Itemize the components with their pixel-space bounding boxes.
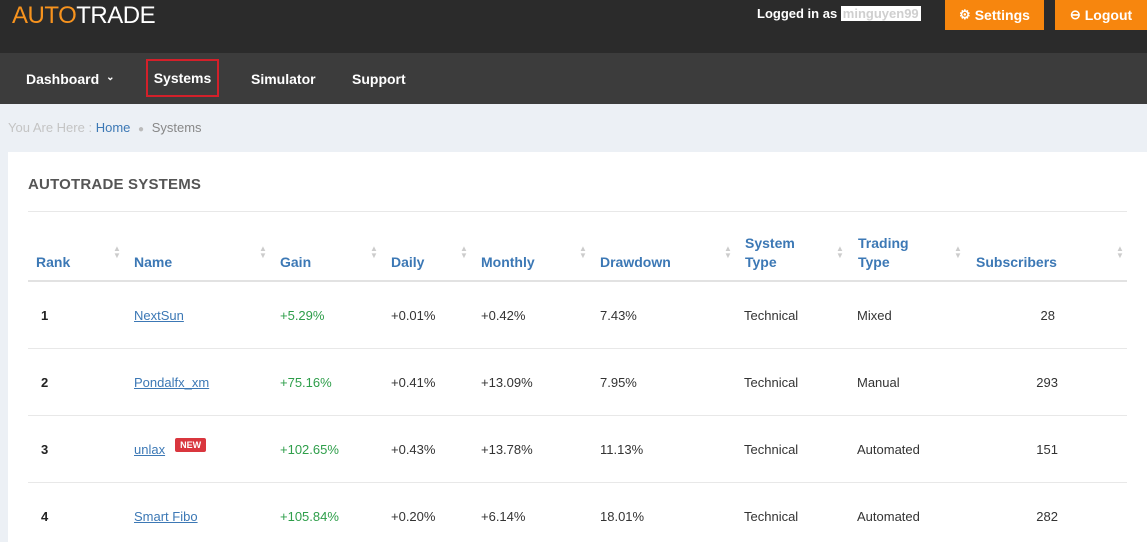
cell-gain: +105.84% bbox=[280, 508, 339, 524]
cell-name: Smart Fibo bbox=[134, 483, 198, 542]
cell-monthly: +6.14% bbox=[481, 508, 526, 524]
header-trading-type-line1: Trading bbox=[858, 235, 909, 251]
cell-drawdown: 7.43% bbox=[600, 307, 637, 323]
nav-simulator[interactable]: Simulator bbox=[251, 53, 316, 104]
cell-subscribers: 151 bbox=[1036, 441, 1058, 457]
breadcrumb-home-link[interactable]: Home bbox=[95, 120, 131, 135]
cell-daily: +0.01% bbox=[391, 307, 436, 323]
table-row: 4 Smart Fibo +105.84% +0.20% +6.14% 18.0… bbox=[28, 483, 1127, 542]
cell-subscribers: 28 bbox=[1040, 307, 1055, 323]
cell-rank: 3 bbox=[41, 441, 49, 457]
nav-simulator-label: Simulator bbox=[251, 70, 316, 87]
cell-gain: +75.16% bbox=[280, 374, 332, 390]
sort-icon[interactable]: ▲ ▼ bbox=[113, 244, 121, 260]
nav-support-label: Support bbox=[352, 70, 406, 87]
panel-title: AUTOTRADE SYSTEMS bbox=[28, 176, 202, 193]
header-drawdown[interactable]: Drawdown bbox=[600, 254, 671, 270]
logged-in-status: Logged in as minguyen99 bbox=[757, 6, 921, 21]
header-trading-type[interactable]: Trading Type bbox=[858, 234, 909, 272]
logged-in-prefix: Logged in as bbox=[757, 6, 841, 21]
header-system-type[interactable]: System Type bbox=[745, 234, 795, 272]
gear-icon: ⚙ bbox=[959, 7, 971, 22]
breadcrumb-current: Systems bbox=[151, 120, 202, 135]
cell-subscribers: 282 bbox=[1036, 508, 1058, 524]
header-daily[interactable]: Daily bbox=[391, 254, 425, 270]
breadcrumb-prefix: You Are Here : bbox=[8, 120, 93, 135]
cell-trading-type: Automated bbox=[857, 508, 920, 524]
cell-gain: +5.29% bbox=[280, 307, 325, 323]
username: minguyen99 bbox=[840, 6, 921, 21]
header-subscribers[interactable]: Subscribers bbox=[976, 254, 1057, 270]
cell-system-type: Technical bbox=[744, 508, 799, 524]
cell-trading-type: Automated bbox=[857, 441, 920, 457]
table-header-divider bbox=[28, 280, 1127, 282]
header-trading-type-line2: Type bbox=[858, 254, 890, 270]
logout-label: Logout bbox=[1084, 7, 1133, 23]
header-rank[interactable]: Rank bbox=[36, 254, 71, 270]
new-badge: NEW bbox=[175, 438, 207, 452]
sort-icon[interactable]: ▲ ▼ bbox=[460, 244, 468, 260]
header-monthly[interactable]: Monthly bbox=[481, 254, 535, 270]
system-link[interactable]: unlax bbox=[134, 441, 166, 457]
logo-auto: AUTO bbox=[12, 2, 77, 29]
cell-daily: +0.20% bbox=[391, 508, 436, 524]
cell-drawdown: 7.95% bbox=[600, 374, 637, 390]
sort-icon[interactable]: ▲ ▼ bbox=[1116, 244, 1124, 260]
cell-name: NextSun bbox=[134, 282, 184, 348]
system-link[interactable]: Smart Fibo bbox=[134, 508, 198, 524]
header-name[interactable]: Name bbox=[134, 254, 173, 270]
header-system-type-line2: Type bbox=[745, 254, 777, 270]
sort-icon[interactable]: ▲ ▼ bbox=[370, 244, 378, 260]
header-system-type-line1: System bbox=[745, 235, 795, 251]
cell-daily: +0.43% bbox=[391, 441, 436, 457]
cell-rank: 1 bbox=[41, 307, 49, 323]
panel-divider bbox=[28, 211, 1127, 212]
logout-button[interactable]: ⊖ Logout bbox=[1055, 0, 1147, 30]
nav-systems[interactable]: Systems bbox=[146, 59, 219, 97]
cell-gain: +102.65% bbox=[280, 441, 339, 457]
logo-trade: TRADE bbox=[76, 2, 156, 29]
settings-label: Settings bbox=[974, 7, 1030, 23]
main-nav: Dashboard ⌄ Systems Simulator Support bbox=[0, 53, 1147, 104]
sort-icon[interactable]: ▲ ▼ bbox=[724, 244, 732, 260]
sort-icon[interactable]: ▲ ▼ bbox=[954, 244, 962, 260]
cell-monthly: +13.09% bbox=[481, 374, 533, 390]
cell-subscribers: 293 bbox=[1036, 374, 1058, 390]
cell-rank: 4 bbox=[41, 508, 49, 524]
table-row: 3 unlax NEW +102.65% +0.43% +13.78% 11.1… bbox=[28, 416, 1127, 483]
cell-trading-type: Manual bbox=[857, 374, 900, 390]
settings-button[interactable]: ⚙ Settings bbox=[945, 0, 1044, 30]
cell-system-type: Technical bbox=[744, 441, 799, 457]
chevron-down-icon: ⌄ bbox=[106, 72, 115, 83]
logout-icon: ⊖ bbox=[1069, 7, 1081, 22]
systems-panel: AUTOTRADE SYSTEMS Rank ▲ ▼ Name ▲ ▼ Gain ▲… bbox=[8, 152, 1147, 542]
cell-system-type: Technical bbox=[744, 307, 799, 323]
sort-icon[interactable]: ▲ ▼ bbox=[259, 244, 267, 260]
nav-systems-label: Systems bbox=[153, 70, 212, 86]
logo[interactable]: AUTOTRADE bbox=[12, 2, 156, 29]
cell-system-type: Technical bbox=[744, 374, 799, 390]
cell-monthly: +0.42% bbox=[481, 307, 526, 323]
nav-support[interactable]: Support bbox=[352, 53, 406, 104]
cell-name: unlax NEW bbox=[134, 416, 207, 482]
cell-drawdown: 18.01% bbox=[600, 508, 645, 524]
nav-dashboard-label: Dashboard bbox=[26, 70, 100, 87]
system-link[interactable]: NextSun bbox=[134, 307, 184, 323]
top-header: AUTOTRADE Logged in as minguyen99 ⚙ Sett… bbox=[0, 0, 1147, 53]
breadcrumb-separator-icon: ● bbox=[138, 124, 145, 135]
table-row: 1 NextSun +5.29% +0.01% +0.42% 7.43% Tec… bbox=[28, 282, 1127, 349]
header-gain[interactable]: Gain bbox=[280, 254, 312, 270]
sort-icon[interactable]: ▲ ▼ bbox=[579, 244, 587, 260]
table-row: 2 Pondalfx_xm +75.16% +0.41% +13.09% 7.9… bbox=[28, 349, 1127, 416]
cell-rank: 2 bbox=[41, 374, 49, 390]
cell-drawdown: 11.13% bbox=[600, 441, 644, 457]
cell-name: Pondalfx_xm bbox=[134, 349, 209, 415]
cell-trading-type: Mixed bbox=[857, 307, 892, 323]
system-link[interactable]: Pondalfx_xm bbox=[134, 374, 210, 390]
cell-daily: +0.41% bbox=[391, 374, 436, 390]
sort-icon[interactable]: ▲ ▼ bbox=[836, 244, 844, 260]
breadcrumb: You Are Here : Home ● Systems bbox=[8, 120, 202, 135]
cell-monthly: +13.78% bbox=[481, 441, 533, 457]
nav-dashboard[interactable]: Dashboard ⌄ bbox=[26, 53, 115, 104]
